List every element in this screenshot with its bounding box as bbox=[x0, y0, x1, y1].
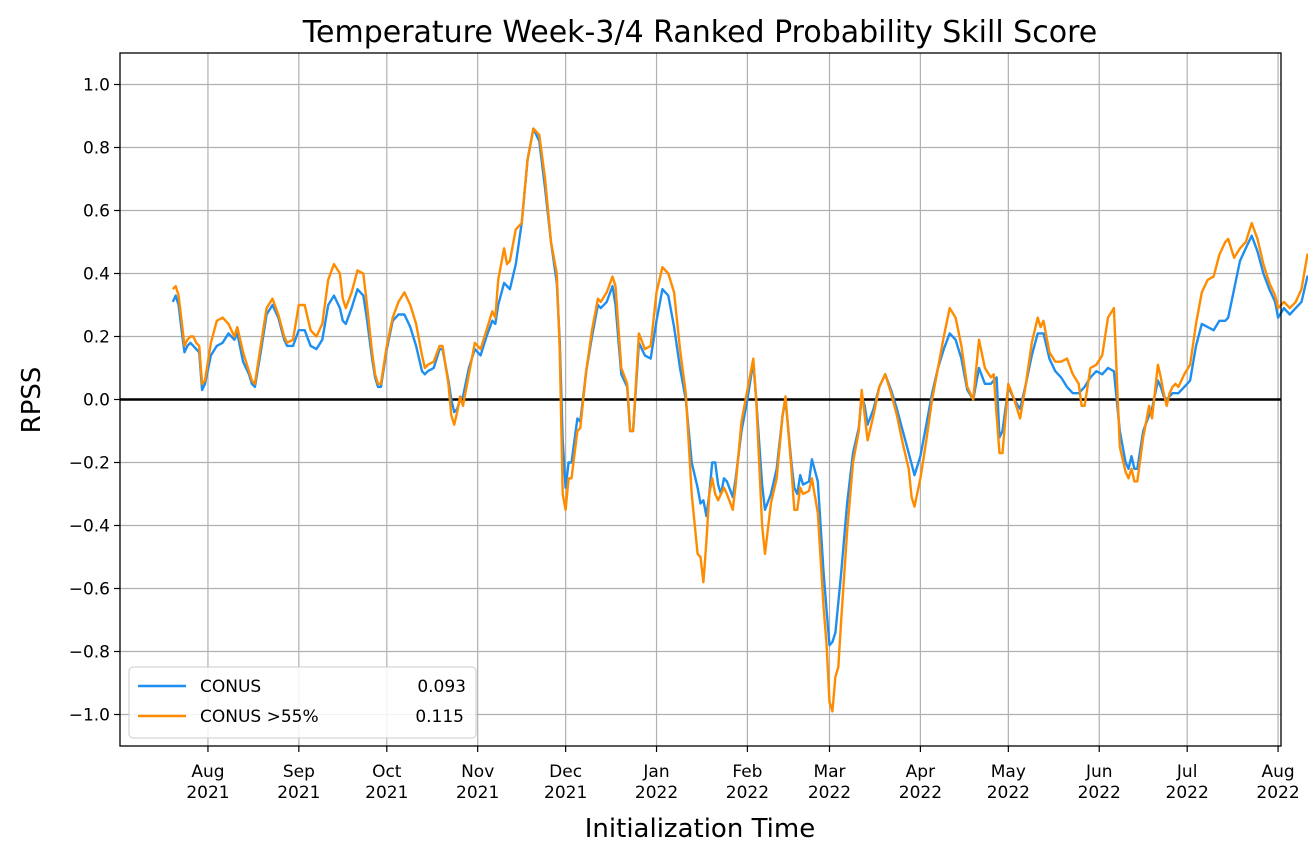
x-tick-label: May 2022 bbox=[987, 762, 1030, 803]
x-tick-label: Jan 2022 bbox=[635, 762, 678, 803]
x-tick-label: Dec 2021 bbox=[544, 762, 587, 803]
y-axis-label: RPSS bbox=[17, 367, 47, 434]
x-tick-label: Feb 2022 bbox=[726, 762, 769, 803]
x-tick-label: Sep 2021 bbox=[277, 762, 320, 803]
x-tick-label: Oct 2021 bbox=[365, 762, 408, 803]
y-tick-label: 0.6 bbox=[83, 202, 110, 222]
x-axis-label: Initialization Time bbox=[585, 814, 815, 844]
legend-value-conus: 0.093 bbox=[417, 677, 466, 697]
series-line-conus bbox=[171, 127, 1308, 647]
series-line-conus-55 bbox=[171, 127, 1308, 713]
legend-label-conus: CONUS bbox=[200, 677, 261, 697]
y-tick-label: 0.8 bbox=[83, 139, 110, 159]
y-tick-label: −0.8 bbox=[69, 643, 110, 663]
y-tick-label: −0.6 bbox=[69, 580, 110, 600]
x-tick-label: Apr 2022 bbox=[899, 762, 942, 803]
y-tick-label: −0.2 bbox=[69, 454, 110, 474]
x-tick-label: Mar 2022 bbox=[808, 762, 851, 803]
x-tick-label: Nov 2021 bbox=[456, 762, 499, 803]
legend-box bbox=[128, 666, 477, 739]
x-axis-ticks: Aug 2021 Sep 2021 Oct 2021 Nov 2021 Dec 2021 Jan 20… bbox=[186, 746, 1300, 803]
legend: CONUS 0.093 CONUS >55% 0.115 bbox=[128, 666, 477, 739]
x-tick-label: Aug 2021 bbox=[186, 762, 229, 803]
y-tick-label: 0.2 bbox=[83, 328, 110, 348]
chart-title: Temperature Week-3/4 Ranked Probability … bbox=[302, 15, 1097, 50]
y-tick-label: −0.4 bbox=[69, 517, 110, 537]
y-axis-ticks: 1.0 0.8 0.6 0.4 0.2 0.0 −0.2 −0.4 −0.6 −0.8 −1.0 bbox=[69, 76, 120, 726]
x-tick-label: Jul 2022 bbox=[1166, 762, 1209, 803]
y-tick-label: −1.0 bbox=[69, 706, 110, 726]
x-tick-label: Jun 2022 bbox=[1078, 762, 1121, 803]
y-tick-label: 0.0 bbox=[83, 391, 110, 411]
legend-label-conus-55: CONUS >55% bbox=[200, 707, 319, 727]
x-tick-label: Aug 2022 bbox=[1256, 762, 1299, 803]
legend-value-conus-55: 0.115 bbox=[415, 707, 464, 727]
y-tick-label: 0.4 bbox=[83, 265, 110, 285]
series-layer bbox=[171, 127, 1308, 713]
y-tick-label: 1.0 bbox=[83, 76, 110, 96]
